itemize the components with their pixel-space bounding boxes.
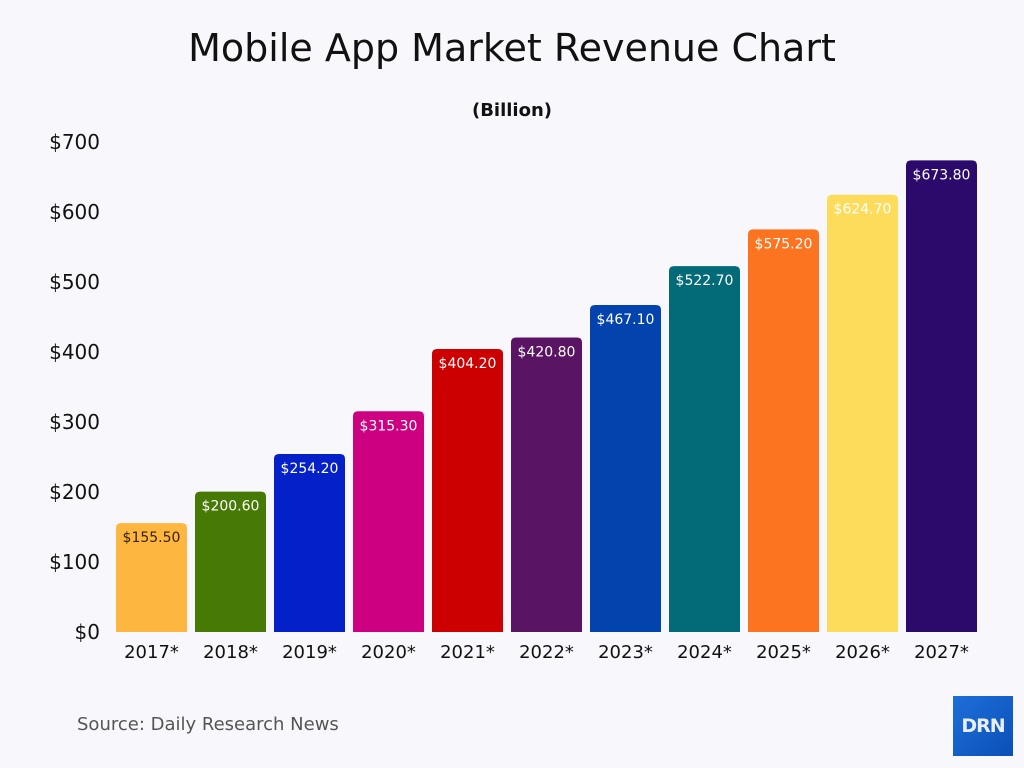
bar bbox=[590, 305, 661, 632]
bar bbox=[669, 266, 740, 632]
data-label: $200.60 bbox=[202, 499, 260, 515]
drn-logo: DRN bbox=[953, 696, 1013, 756]
logo-text: DRN bbox=[961, 715, 1005, 737]
y-tick-label: $300 bbox=[49, 410, 100, 434]
source-note: Source: Daily Research News bbox=[77, 714, 339, 735]
y-tick-label: $600 bbox=[49, 200, 100, 224]
y-tick-label: $200 bbox=[49, 480, 100, 504]
x-tick-label: 2020* bbox=[361, 642, 416, 663]
chart-subtitle: (Billion) bbox=[471, 100, 553, 121]
bar bbox=[511, 337, 582, 632]
data-label: $155.50 bbox=[123, 530, 181, 546]
x-tick-label: 2018* bbox=[203, 642, 258, 663]
x-tick-label: 2023* bbox=[598, 642, 653, 663]
bar bbox=[827, 194, 898, 632]
x-tick-label: 2025* bbox=[756, 642, 811, 663]
x-tick-label: 2019* bbox=[282, 642, 337, 663]
data-label: $254.20 bbox=[281, 461, 339, 477]
data-label: $673.80 bbox=[913, 167, 971, 183]
data-label: $522.70 bbox=[676, 273, 734, 289]
y-tick-label: $700 bbox=[49, 130, 100, 154]
data-label: $420.80 bbox=[518, 344, 576, 360]
bar bbox=[432, 349, 503, 632]
y-tick-label: $500 bbox=[49, 270, 100, 294]
x-tick-label: 2022* bbox=[519, 642, 574, 663]
data-label: $404.20 bbox=[439, 356, 497, 372]
bar bbox=[353, 411, 424, 632]
bar bbox=[116, 523, 187, 632]
data-label: $624.70 bbox=[834, 202, 892, 218]
y-tick-label: $100 bbox=[49, 550, 100, 574]
bar bbox=[195, 491, 266, 632]
y-tick-label: $400 bbox=[49, 340, 100, 364]
data-label: $467.10 bbox=[597, 312, 655, 328]
x-tick-label: 2017* bbox=[124, 642, 179, 663]
chart-title: Mobile App Market Revenue Chart bbox=[188, 26, 836, 70]
bar bbox=[274, 454, 345, 632]
data-label: $575.20 bbox=[755, 236, 813, 252]
bar bbox=[748, 229, 819, 633]
x-tick-label: 2024* bbox=[677, 642, 732, 663]
data-label: $315.30 bbox=[360, 418, 418, 434]
x-tick-label: 2021* bbox=[440, 642, 495, 663]
x-tick-label: 2026* bbox=[835, 642, 890, 663]
x-tick-label: 2027* bbox=[914, 642, 969, 663]
bar bbox=[906, 160, 977, 632]
y-tick-label: $0 bbox=[75, 620, 100, 644]
